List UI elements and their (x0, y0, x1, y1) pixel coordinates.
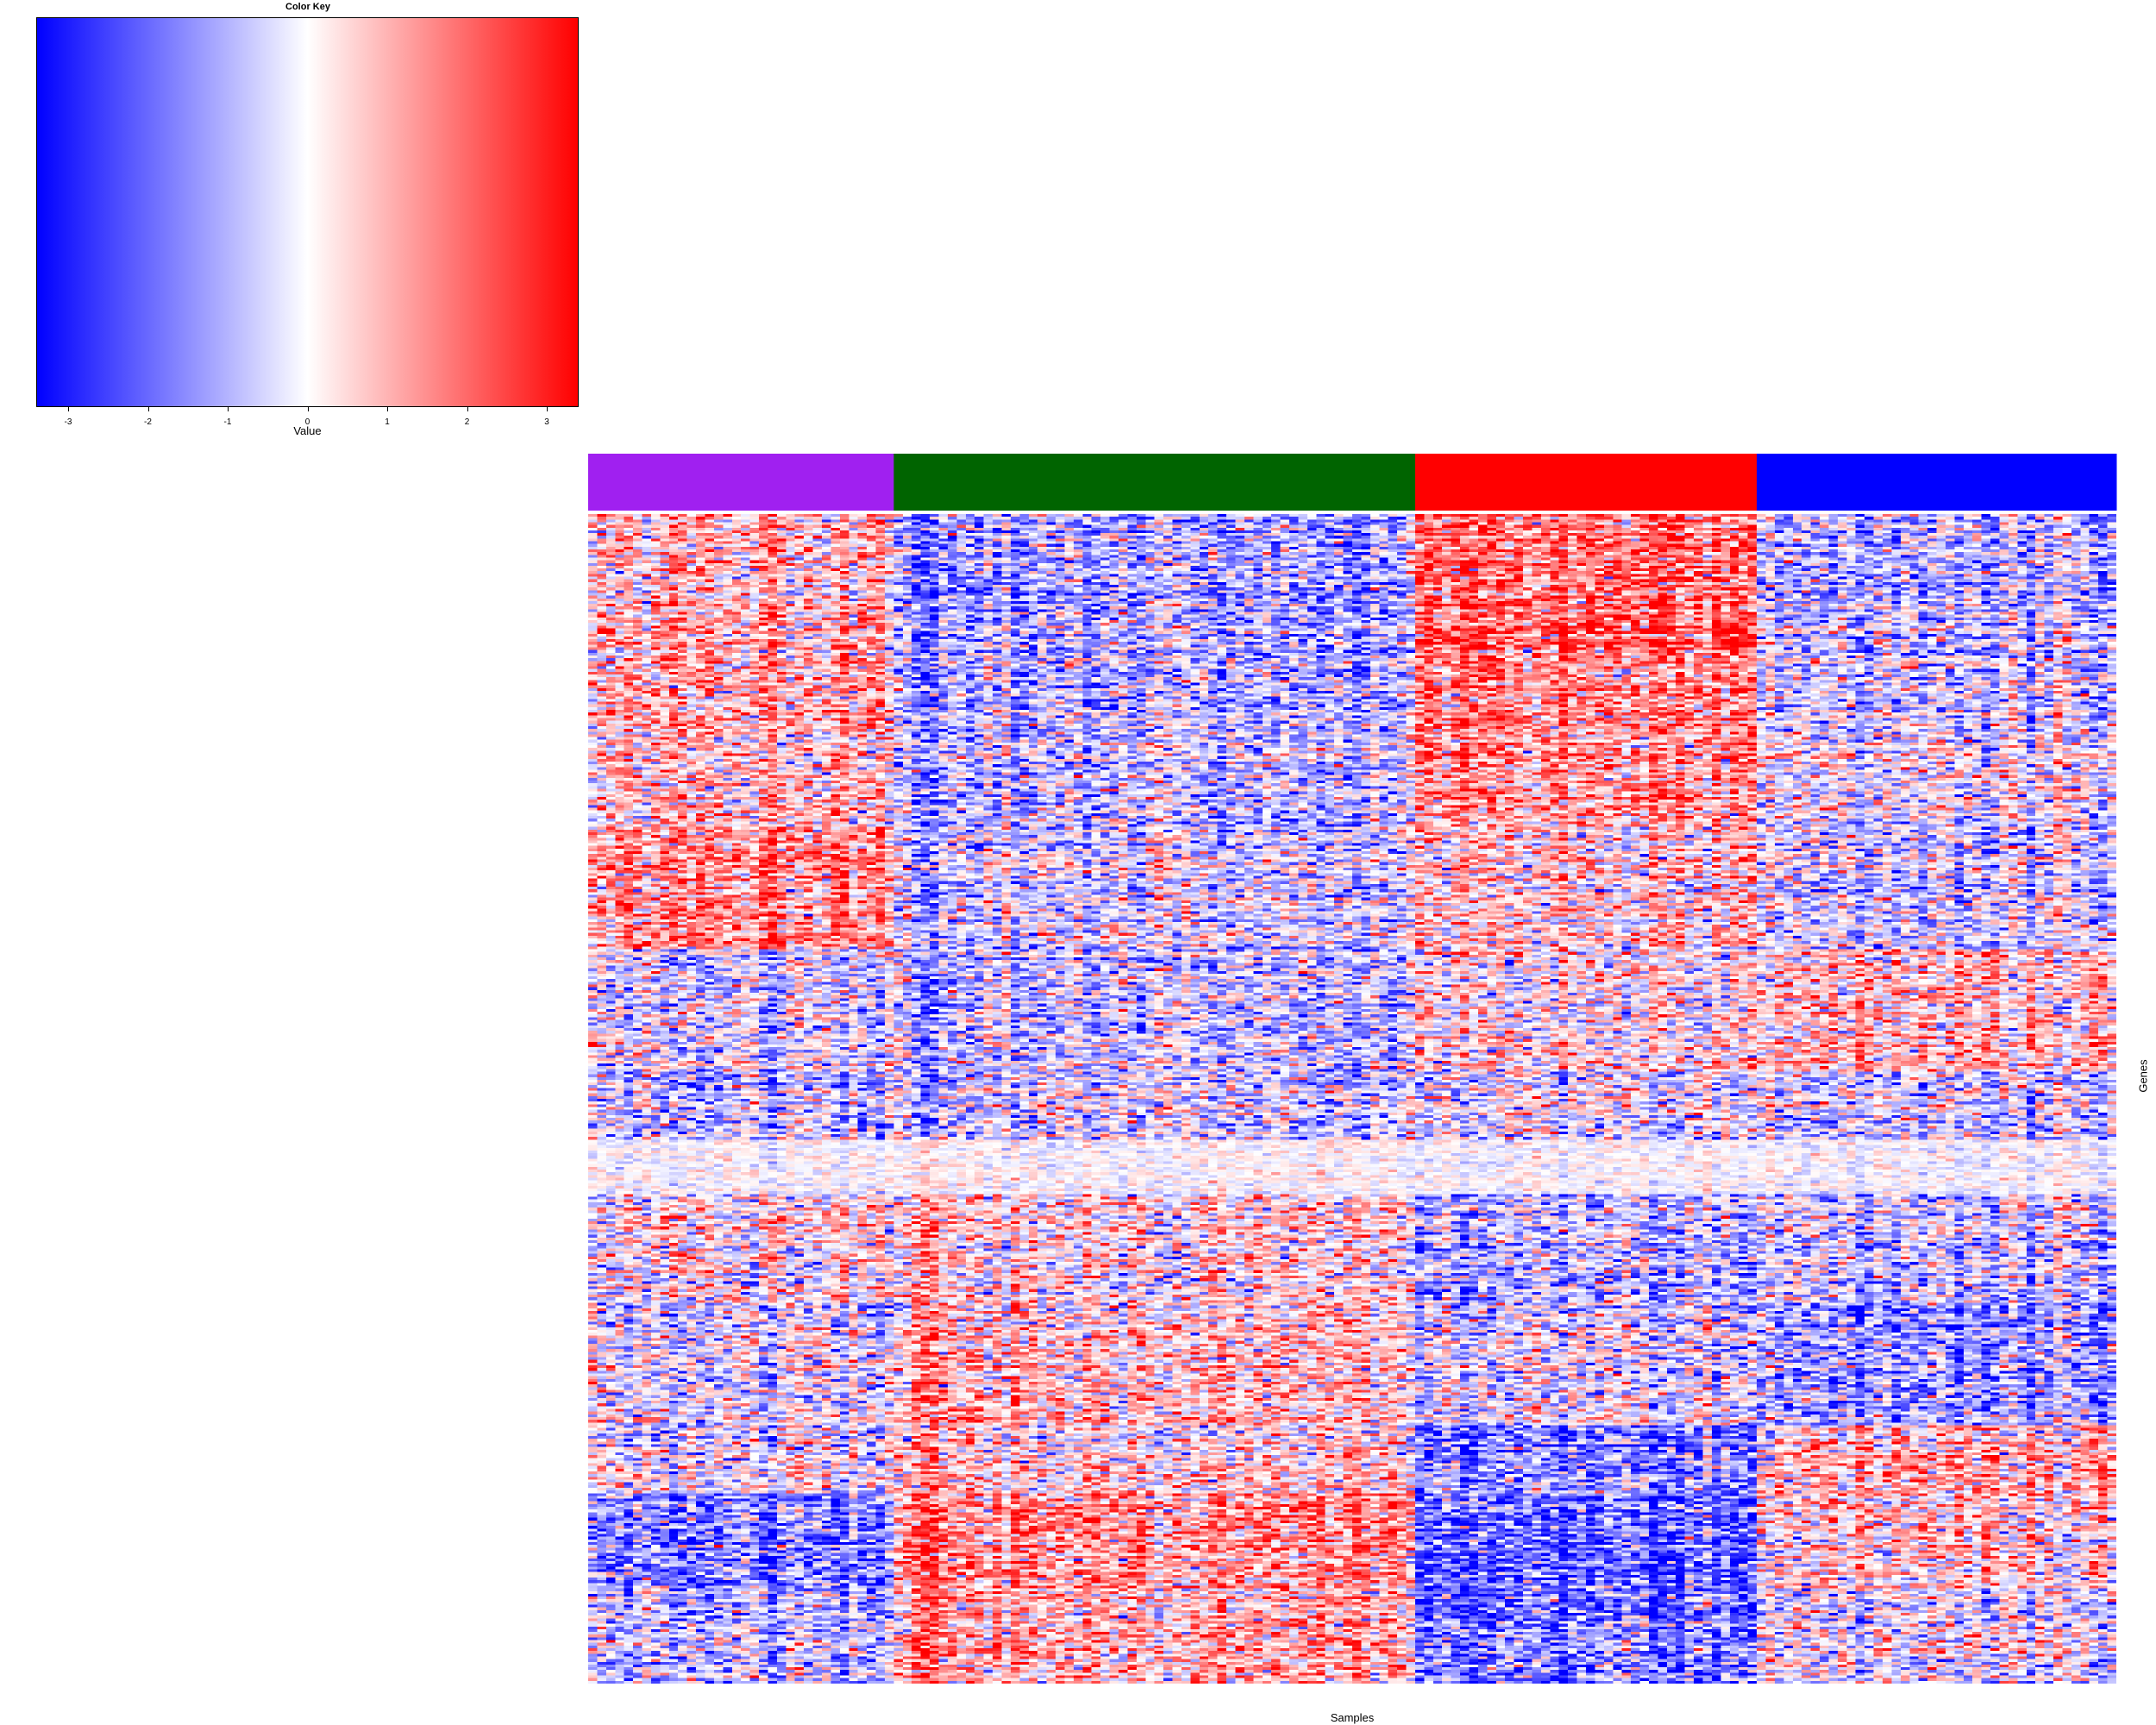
color-key-tick (147, 407, 149, 411)
heatmap-cells-image (588, 514, 2116, 1684)
color-key-axis: -3 -2 -1 0 1 2 3 (36, 407, 579, 427)
heatmap-cells (588, 514, 2116, 1684)
color-key-tick (228, 407, 229, 411)
color-key-tick (387, 407, 388, 411)
sample-group-bar (1757, 454, 2117, 511)
color-key-tick-label: -3 (64, 417, 72, 427)
color-key-tick (547, 407, 548, 411)
color-key-tick-label: -1 (223, 417, 232, 427)
sample-group-bar (1414, 454, 1758, 511)
color-key-tick (307, 407, 309, 411)
color-key-title: Color Key (285, 2, 330, 12)
color-key-tick-label: 0 (304, 417, 310, 427)
color-key-tick (467, 407, 468, 411)
sample-group-bar (588, 454, 894, 511)
x-axis-label: Samples (1330, 1711, 1375, 1724)
sample-group-bar (893, 454, 1416, 511)
color-key-tick-label: 3 (544, 417, 549, 427)
color-key-tick (68, 407, 69, 411)
y-axis-label: Genes (2136, 1059, 2150, 1093)
color-key-tick-label: 1 (385, 417, 390, 427)
color-key-tick-label: 2 (464, 417, 470, 427)
sample-group-bars (588, 454, 2117, 511)
color-key-tick-label: -2 (144, 417, 152, 427)
color-key-xlabel: Value (293, 424, 322, 437)
color-key-gradient (36, 17, 579, 407)
